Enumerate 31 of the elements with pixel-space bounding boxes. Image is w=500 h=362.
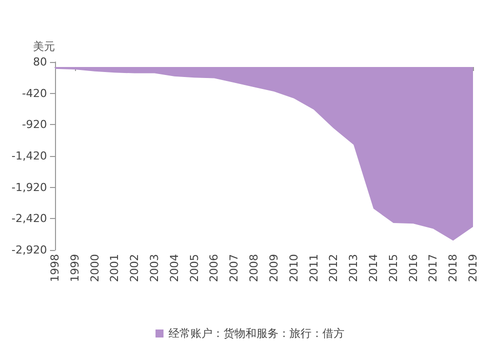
x-tick-label: 2013 [347,254,360,282]
x-tick-label: 2010 [287,254,300,282]
x-tick-label: 2011 [307,254,320,282]
x-tick-label: 2005 [188,254,201,282]
x-tick-label: 2006 [208,254,221,282]
y-tick-label: -420 [22,86,47,100]
y-tick-label: 80 [33,56,47,68]
y-tick-label: -1,420 [12,150,47,162]
x-tick-label: 2000 [88,254,102,282]
x-tick-label: 2012 [327,254,340,282]
x-tick-label: 2003 [148,254,162,282]
x-tick-label: 2016 [406,254,420,282]
x-tick-label: 2008 [248,254,261,282]
x-tick-label: 2017 [426,254,440,282]
x-tick-label: 2019 [466,254,480,282]
x-tick-label: 2002 [128,254,142,282]
x-tick-label: 2004 [168,254,181,282]
x-tick-label: 1999 [68,254,82,282]
legend-label: 经常账户：货物和服务：旅行：借方 [168,327,344,340]
y-tick-label: -920 [22,118,47,132]
x-tick-label: 2009 [267,254,280,282]
x-tick-label: 2001 [108,254,122,282]
y-tick-label: -2,920 [12,244,47,256]
y-axis-title: 美元 [33,40,55,53]
x-tick-label: 2014 [366,254,380,282]
y-tick-label: -2,420 [12,212,47,226]
x-tick-label: 2015 [386,254,400,282]
x-tick-label: 2007 [228,254,241,282]
x-tick-label: 1998 [48,254,62,282]
y-tick-label: -1,920 [12,180,47,194]
x-tick-label: 2018 [446,254,460,282]
